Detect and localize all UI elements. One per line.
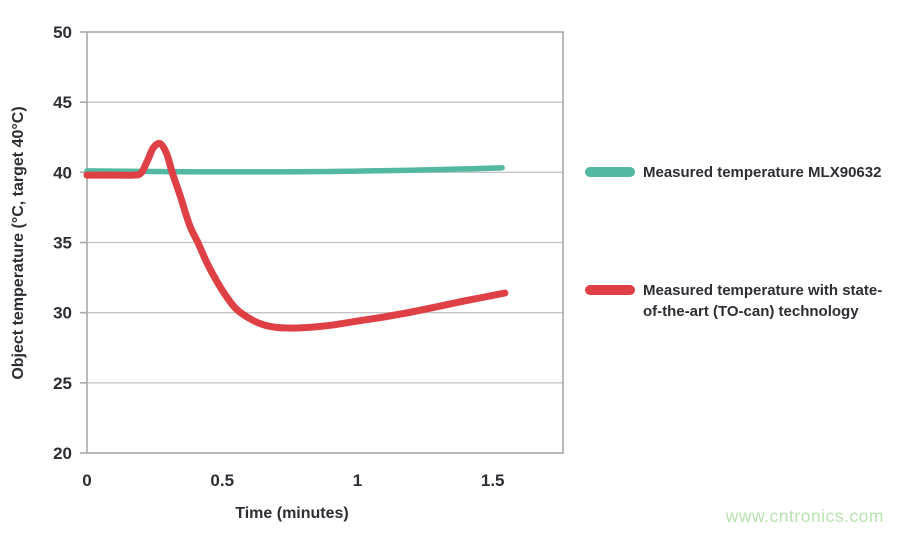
y-tick-label: 20 — [53, 444, 72, 463]
x-tick-label: 1.5 — [481, 471, 505, 490]
series-line-0 — [84, 165, 505, 175]
y-tick-label: 25 — [53, 374, 72, 393]
legend-label-to-can: Measured temperature with state-of-the-a… — [643, 282, 883, 320]
x-tick-label: 0.5 — [210, 471, 234, 490]
y-tick-label: 35 — [53, 234, 72, 253]
legend-swatch-red-icon — [585, 285, 635, 295]
legend-item-mlx90632: Measured temperature MLX90632 — [585, 162, 899, 183]
x-tick-label: 1 — [353, 471, 362, 490]
x-axis-title: Time (minutes) — [235, 505, 349, 522]
y-axis-title: Object temperature (°C, target 40°C) — [10, 106, 27, 380]
y-tick-label: 45 — [53, 93, 72, 112]
y-tick-label: 40 — [53, 163, 72, 182]
y-tick-label: 50 — [53, 23, 72, 42]
watermark: www.cntronics.com — [725, 506, 884, 526]
x-tick-label: 0 — [82, 471, 91, 490]
y-tick-label: 30 — [53, 304, 72, 323]
legend-item-to-can: Measured temperature with state-of-the-a… — [585, 280, 899, 322]
series-line-1 — [83, 139, 509, 332]
legend-label-mlx90632: Measured temperature MLX90632 — [643, 164, 882, 181]
legend-swatch-teal-icon — [585, 167, 635, 177]
